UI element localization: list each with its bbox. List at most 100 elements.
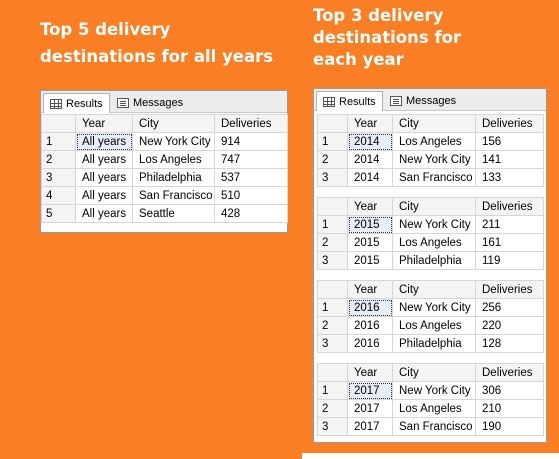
year-results-grid: Year City Deliveries 1 2016 New York Cit… bbox=[317, 280, 544, 353]
year-results-grid: Year City Deliveries 1 2015 New York Cit… bbox=[317, 197, 544, 270]
cell-city[interactable]: Philadelphia bbox=[392, 334, 476, 353]
cell-city[interactable]: Los Angeles bbox=[392, 316, 476, 335]
column-header-deliveries[interactable]: Deliveries bbox=[214, 114, 288, 133]
row-number: 3 bbox=[317, 334, 348, 353]
table-row[interactable]: 1 All years New York City 914 bbox=[41, 132, 288, 151]
left-title-line-2: destinations for all years bbox=[40, 47, 274, 66]
table-row[interactable]: 5 All years Seattle 428 bbox=[41, 204, 288, 223]
table-row[interactable]: 2 2017 Los Angeles 210 bbox=[317, 399, 544, 418]
cell-year[interactable]: All years bbox=[75, 204, 133, 223]
year-results-grid: Year City Deliveries 1 2017 New York Cit… bbox=[317, 363, 544, 436]
tab-results[interactable]: Results bbox=[43, 93, 110, 113]
cell-deliveries[interactable]: 914 bbox=[214, 132, 288, 151]
cell-city[interactable]: Seattle bbox=[132, 204, 215, 223]
column-header-city[interactable]: City bbox=[392, 363, 476, 382]
tab-messages[interactable]: Messages bbox=[384, 91, 462, 111]
row-number: 2 bbox=[317, 233, 348, 252]
column-header-deliveries[interactable]: Deliveries bbox=[475, 363, 544, 382]
cell-city[interactable]: New York City bbox=[392, 381, 476, 400]
cell-deliveries[interactable]: 210 bbox=[475, 399, 544, 418]
table-row[interactable]: 3 2015 Philadelphia 119 bbox=[317, 251, 544, 270]
column-header-city[interactable]: City bbox=[392, 197, 476, 216]
row-number-header bbox=[317, 197, 348, 216]
cell-year[interactable]: 2014 bbox=[347, 150, 393, 169]
column-header-deliveries[interactable]: Deliveries bbox=[475, 114, 544, 133]
cell-year[interactable]: All years bbox=[75, 150, 133, 169]
cell-year[interactable]: 2017 bbox=[347, 417, 393, 436]
table-row[interactable]: 3 2014 San Francisco 133 bbox=[317, 168, 544, 187]
tab-results-label: Results bbox=[66, 97, 103, 110]
tab-messages[interactable]: Messages bbox=[111, 93, 189, 113]
table-row[interactable]: 4 All years San Francisco 510 bbox=[41, 186, 288, 205]
table-row[interactable]: 2 2014 New York City 141 bbox=[317, 150, 544, 169]
table-row[interactable]: 1 2016 New York City 256 bbox=[317, 298, 544, 317]
column-header-deliveries[interactable]: Deliveries bbox=[475, 280, 544, 299]
cell-year[interactable]: 2016 bbox=[347, 316, 393, 335]
cell-year[interactable]: 2017 bbox=[347, 399, 393, 418]
cell-deliveries[interactable]: 220 bbox=[475, 316, 544, 335]
column-header-year[interactable]: Year bbox=[347, 280, 393, 299]
column-header-city[interactable]: City bbox=[392, 114, 476, 133]
tab-results[interactable]: Results bbox=[316, 91, 383, 111]
table-row[interactable]: 3 2017 San Francisco 190 bbox=[317, 417, 544, 436]
cell-city[interactable]: New York City bbox=[132, 132, 215, 151]
cell-deliveries[interactable]: 256 bbox=[475, 298, 544, 317]
table-row[interactable]: 2 2016 Los Angeles 220 bbox=[317, 316, 544, 335]
table-row[interactable]: 1 2014 Los Angeles 156 bbox=[317, 132, 544, 151]
cell-year[interactable]: 2015 bbox=[347, 233, 393, 252]
cell-year[interactable]: All years bbox=[75, 168, 133, 187]
cell-deliveries[interactable]: 133 bbox=[475, 168, 544, 187]
column-header-year[interactable]: Year bbox=[347, 363, 393, 382]
cell-year[interactable]: 2015 bbox=[347, 215, 393, 234]
cell-deliveries[interactable]: 190 bbox=[475, 417, 544, 436]
column-header-year[interactable]: Year bbox=[347, 197, 393, 216]
cell-year[interactable]: All years bbox=[75, 132, 133, 151]
cell-year[interactable]: 2016 bbox=[347, 334, 393, 353]
cell-city[interactable]: New York City bbox=[392, 150, 476, 169]
column-header-city[interactable]: City bbox=[132, 114, 215, 133]
cell-city[interactable]: New York City bbox=[392, 298, 476, 317]
cell-city[interactable]: San Francisco bbox=[392, 168, 476, 187]
cell-city[interactable]: New York City bbox=[392, 215, 476, 234]
cell-city[interactable]: Los Angeles bbox=[392, 399, 476, 418]
cell-year[interactable]: 2014 bbox=[347, 132, 393, 151]
table-row[interactable]: 2 All years Los Angeles 747 bbox=[41, 150, 288, 169]
cell-city[interactable]: San Francisco bbox=[392, 417, 476, 436]
cell-year[interactable]: All years bbox=[75, 186, 133, 205]
cell-year[interactable]: 2015 bbox=[347, 251, 393, 270]
cell-deliveries[interactable]: 156 bbox=[475, 132, 544, 151]
cell-deliveries[interactable]: 510 bbox=[214, 186, 288, 205]
cell-deliveries[interactable]: 141 bbox=[475, 150, 544, 169]
cell-city[interactable]: Philadelphia bbox=[132, 168, 215, 187]
row-number: 2 bbox=[41, 150, 76, 169]
column-header-year[interactable]: Year bbox=[347, 114, 393, 133]
cell-city[interactable]: Los Angeles bbox=[392, 132, 476, 151]
row-number: 2 bbox=[317, 316, 348, 335]
left-tab-bar: Results Messages bbox=[41, 91, 287, 113]
cell-deliveries[interactable]: 119 bbox=[475, 251, 544, 270]
cell-year[interactable]: 2014 bbox=[347, 168, 393, 187]
cell-deliveries[interactable]: 128 bbox=[475, 334, 544, 353]
cell-year[interactable]: 2016 bbox=[347, 298, 393, 317]
cell-deliveries[interactable]: 428 bbox=[214, 204, 288, 223]
column-header-year[interactable]: Year bbox=[75, 114, 133, 133]
right-title-line-1: Top 3 delivery bbox=[313, 6, 444, 25]
cell-city[interactable]: Los Angeles bbox=[132, 150, 215, 169]
table-row[interactable]: 2 2015 Los Angeles 161 bbox=[317, 233, 544, 252]
table-row[interactable]: 3 2016 Philadelphia 128 bbox=[317, 334, 544, 353]
cell-city[interactable]: Philadelphia bbox=[392, 251, 476, 270]
cell-deliveries[interactable]: 537 bbox=[214, 168, 288, 187]
cell-deliveries[interactable]: 161 bbox=[475, 233, 544, 252]
table-row[interactable]: 1 2017 New York City 306 bbox=[317, 381, 544, 400]
table-row[interactable]: 3 All years Philadelphia 537 bbox=[41, 168, 288, 187]
cell-deliveries[interactable]: 211 bbox=[475, 215, 544, 234]
row-number: 1 bbox=[317, 298, 348, 317]
column-header-deliveries[interactable]: Deliveries bbox=[475, 197, 544, 216]
cell-deliveries[interactable]: 306 bbox=[475, 381, 544, 400]
column-header-city[interactable]: City bbox=[392, 280, 476, 299]
cell-city[interactable]: San Francisco bbox=[132, 186, 215, 205]
cell-deliveries[interactable]: 747 bbox=[214, 150, 288, 169]
table-row[interactable]: 1 2015 New York City 211 bbox=[317, 215, 544, 234]
cell-year[interactable]: 2017 bbox=[347, 381, 393, 400]
cell-city[interactable]: Los Angeles bbox=[392, 233, 476, 252]
